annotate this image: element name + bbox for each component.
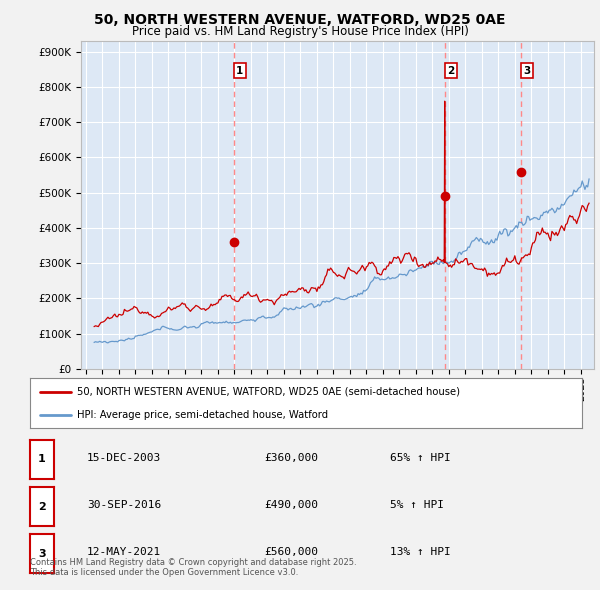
Text: 5% ↑ HPI: 5% ↑ HPI xyxy=(390,500,444,510)
Text: 1: 1 xyxy=(38,454,46,464)
Text: 2: 2 xyxy=(38,502,46,512)
Text: 15-DEC-2003: 15-DEC-2003 xyxy=(87,453,161,463)
Text: £560,000: £560,000 xyxy=(264,548,318,557)
Text: HPI: Average price, semi-detached house, Watford: HPI: Average price, semi-detached house,… xyxy=(77,410,328,420)
Text: 50, NORTH WESTERN AVENUE, WATFORD, WD25 0AE (semi-detached house): 50, NORTH WESTERN AVENUE, WATFORD, WD25 … xyxy=(77,386,460,396)
Text: 65% ↑ HPI: 65% ↑ HPI xyxy=(390,453,451,463)
Text: 3: 3 xyxy=(523,65,530,76)
Text: 13% ↑ HPI: 13% ↑ HPI xyxy=(390,548,451,557)
Text: 3: 3 xyxy=(38,549,46,559)
Text: 1: 1 xyxy=(236,65,244,76)
Text: £490,000: £490,000 xyxy=(264,500,318,510)
Text: 2: 2 xyxy=(447,65,454,76)
Text: Price paid vs. HM Land Registry's House Price Index (HPI): Price paid vs. HM Land Registry's House … xyxy=(131,25,469,38)
Text: Contains HM Land Registry data © Crown copyright and database right 2025.
This d: Contains HM Land Registry data © Crown c… xyxy=(30,558,356,577)
Text: 12-MAY-2021: 12-MAY-2021 xyxy=(87,548,161,557)
Text: £360,000: £360,000 xyxy=(264,453,318,463)
Text: 50, NORTH WESTERN AVENUE, WATFORD, WD25 0AE: 50, NORTH WESTERN AVENUE, WATFORD, WD25 … xyxy=(94,13,506,27)
Text: 30-SEP-2016: 30-SEP-2016 xyxy=(87,500,161,510)
